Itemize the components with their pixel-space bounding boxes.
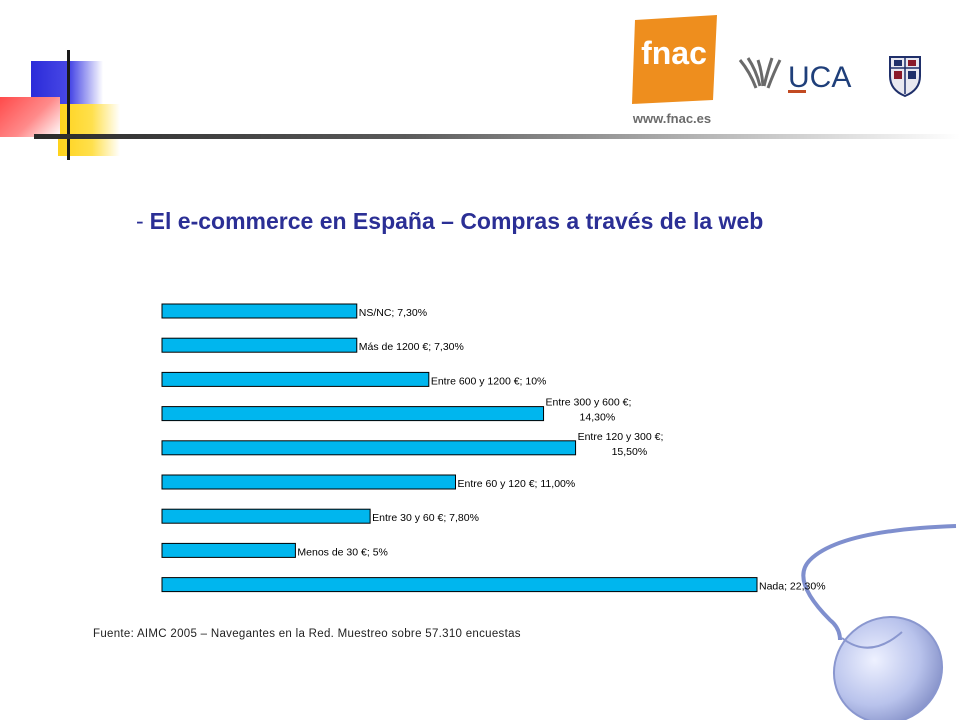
- bar-label-6: Entre 30 y 60 €; 7,80%: [372, 512, 479, 524]
- university-shield-icon: [889, 56, 921, 98]
- computer-mouse-icon: [801, 524, 957, 720]
- bar-label-2: Entre 600 y 1200 €; 10%: [431, 375, 547, 387]
- decor-red-square: [0, 97, 60, 137]
- title-text: El e-commerce en España – Compras a trav…: [149, 208, 764, 234]
- bar-label-7: Menos de 30 €; 5%: [297, 546, 387, 558]
- bar-5: [161, 474, 456, 490]
- bar-4: [161, 440, 577, 456]
- bar-6: [161, 508, 371, 524]
- bar-label-4: Entre 120 y 300 €; 15,50%: [578, 431, 664, 458]
- decor-vertical-line: [67, 50, 70, 160]
- bar-1: [161, 337, 358, 353]
- bar-7: [161, 542, 296, 558]
- source-note: Fuente: AIMC 2005 – Navegantes en la Red…: [93, 628, 521, 640]
- bar-0: [161, 303, 358, 319]
- bar-label-5: Entre 60 y 120 €; 11,00%: [457, 478, 575, 490]
- uca-logo: UCA: [738, 57, 851, 94]
- uca-leaf-icon: [738, 57, 782, 89]
- bar-label-1: Más de 1200 €; 7,30%: [359, 341, 464, 353]
- bar-2: [161, 371, 430, 387]
- title-dash: -: [136, 208, 144, 234]
- bar-3: [161, 406, 545, 422]
- bar-8: [161, 577, 758, 593]
- bar-label-3: Entre 300 y 600 €; 14,30%: [546, 397, 632, 424]
- header-divider-line: [34, 134, 960, 139]
- bar-label-8: Nada; 22,30%: [759, 581, 826, 593]
- slide-title: - El e-commerce en España – Compras a tra…: [136, 208, 763, 235]
- fnac-logo: fnac www.fnac.es: [632, 15, 717, 126]
- bar-label-0: NS/NC; 7,30%: [359, 307, 427, 319]
- fnac-url-text: www.fnac.es: [632, 111, 711, 126]
- fnac-logo-text: fnac: [641, 35, 707, 71]
- uca-logo-text: UCA: [788, 61, 851, 94]
